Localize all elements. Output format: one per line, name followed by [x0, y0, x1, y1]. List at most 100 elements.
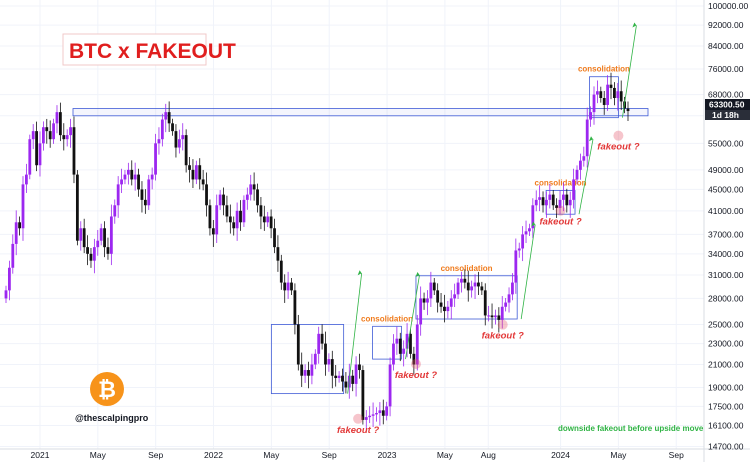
candle-body [14, 222, 18, 244]
y-tick-label: 37000.00 [708, 229, 744, 239]
consolidation-label: consolidation [361, 314, 413, 323]
candle-body [426, 298, 429, 303]
candle-body [232, 222, 236, 229]
candle-body [453, 294, 457, 299]
candle-body [239, 210, 242, 223]
candle-body [364, 417, 368, 420]
y-tick-label: 76000.00 [708, 64, 744, 74]
fakeout-label: fakeout ? [337, 425, 379, 436]
candle-body [582, 156, 586, 161]
candle-body [198, 165, 202, 180]
candle-body [361, 370, 365, 420]
candle-body [548, 194, 552, 200]
fakeout-label: fakeout ? [539, 217, 581, 228]
arrow-head [531, 221, 536, 227]
candle-body [480, 286, 484, 291]
x-tick-label: May [437, 450, 454, 460]
bottom-note: downside fakeout before upside move [558, 424, 704, 433]
candle-body [307, 370, 310, 376]
candle-body [296, 324, 300, 365]
candles [4, 72, 630, 430]
candle-body [31, 131, 35, 140]
candle-body [116, 184, 120, 206]
projection-arrows [347, 22, 637, 394]
candle-body [483, 290, 487, 316]
candle-body [344, 381, 348, 388]
candle-body [395, 338, 399, 344]
fakeout-label: fakeout ? [482, 331, 524, 342]
consolidation-box [270, 324, 345, 395]
y-tick-label: 55000.00 [708, 138, 744, 148]
candle-body [466, 282, 470, 291]
candle-body [11, 243, 15, 268]
candle-body [613, 87, 616, 98]
price-tag-bg [705, 99, 750, 110]
candle-body [120, 179, 123, 185]
candle-body [378, 410, 382, 414]
candle-body [273, 228, 276, 248]
fakeout-label: fakeout ? [395, 370, 437, 381]
candle-body [602, 97, 606, 105]
candle-body [511, 282, 514, 295]
candle-body [201, 179, 205, 185]
candle-body [477, 282, 480, 287]
candle-body [62, 135, 66, 140]
candle-body [18, 222, 21, 229]
candle-body [58, 112, 62, 136]
candle-body [259, 205, 263, 217]
candle-body [449, 298, 453, 307]
candle-body [456, 282, 460, 295]
candle-body [55, 112, 59, 124]
candle-body [75, 174, 79, 241]
candle-body [514, 250, 518, 283]
candle-body [150, 174, 154, 180]
projection-arrow [622, 25, 637, 118]
candle-body [324, 343, 327, 365]
candle-body [123, 174, 127, 180]
candle-body [555, 205, 559, 209]
resistance-zone-rect [72, 108, 649, 117]
y-tick-label: 49000.00 [708, 165, 744, 175]
candle-body [415, 324, 419, 365]
candle-body [222, 194, 225, 206]
candle-body [171, 123, 174, 132]
y-tick-label: 68000.00 [708, 90, 744, 100]
candle-body [167, 112, 171, 124]
candle-body [320, 333, 324, 344]
y-tick-label: 25000.00 [708, 319, 744, 329]
arrow-head [589, 136, 594, 142]
candle-body [310, 364, 314, 376]
fakeout-marker [555, 205, 566, 216]
candle-body [504, 302, 508, 307]
candle-body [79, 228, 83, 241]
candle-body [497, 315, 501, 320]
consolidation-label: consolidation [535, 178, 587, 187]
candle-body [133, 174, 137, 180]
candle-body [154, 143, 157, 175]
candle-body [487, 315, 491, 317]
arrow-head [632, 22, 637, 28]
candle-body [72, 127, 76, 175]
candle-body [28, 139, 32, 175]
candle-body [290, 282, 293, 291]
candle-body [405, 333, 409, 349]
bitcoin-logo: ₿ [90, 372, 124, 406]
candle-body [276, 247, 280, 261]
fakeout-marker [353, 413, 364, 424]
candle-body [300, 364, 304, 376]
candle-body [147, 179, 151, 206]
candle-body [4, 290, 8, 299]
candle-body [443, 306, 446, 312]
candle-body [256, 189, 259, 206]
candle-body [137, 174, 140, 190]
candle-body [86, 247, 89, 254]
candle-body [358, 364, 361, 371]
candle-body [143, 199, 147, 206]
candle-body [164, 112, 168, 120]
candle-body [541, 197, 545, 206]
candle-body [490, 315, 494, 318]
candle-body [218, 194, 222, 206]
candle-body [460, 278, 463, 283]
